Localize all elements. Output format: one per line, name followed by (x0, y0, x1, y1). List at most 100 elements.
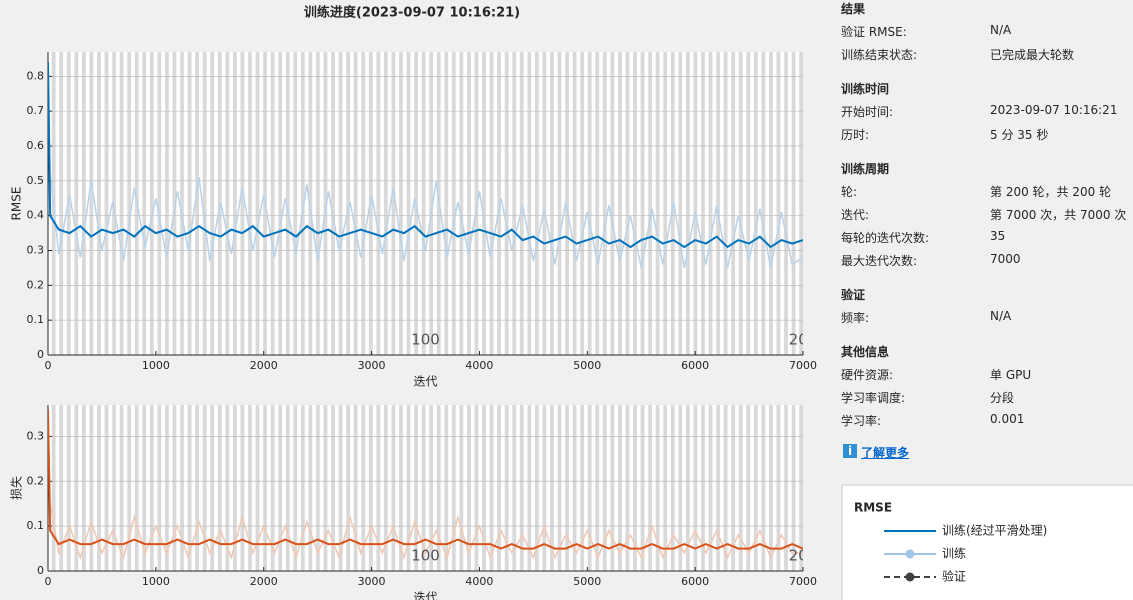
info-label: 验证 RMSE: (841, 25, 907, 39)
x-tick-label: 4000 (465, 359, 493, 372)
epoch-stripe (746, 405, 751, 571)
epoch-stripe (165, 405, 169, 571)
series-line (48, 422, 803, 560)
epoch-stripe (172, 52, 177, 355)
epoch-stripe (119, 405, 124, 571)
info-value: 7000 (990, 252, 1021, 266)
epoch-stripe (602, 52, 607, 355)
epoch-stripe (376, 52, 381, 355)
epoch-stripe (59, 52, 64, 355)
epoch-stripe (731, 405, 736, 571)
epoch-stripe (112, 405, 116, 571)
epoch-stripe (489, 52, 494, 355)
lines: 100 200 (48, 409, 803, 565)
info-value: 第 7000 次，共 7000 次 (990, 208, 1127, 222)
epoch-stripe (580, 52, 585, 355)
epoch-stripe (149, 52, 154, 355)
epoch-stripe (451, 52, 456, 355)
epoch-stripe (467, 52, 471, 355)
epoch-stripe (119, 52, 124, 355)
y-tick-label: 0.4 (27, 209, 45, 222)
epoch-stripe (693, 405, 698, 571)
epoch-stripe (489, 405, 494, 571)
epoch-stripe (587, 52, 592, 355)
epoch-stripe (602, 405, 607, 571)
y-tick-label: 0.2 (27, 474, 45, 487)
lines: 100 200 (48, 62, 803, 349)
info-label: 轮: (841, 185, 858, 199)
epoch-stripe (497, 52, 501, 355)
epoch-stripe (270, 52, 275, 355)
y-tick-label: 0 (37, 348, 44, 361)
epoch-stripe (444, 405, 449, 571)
epoch-stripe (595, 52, 600, 355)
epoch-stripe (436, 405, 441, 571)
epoch-stripe (361, 405, 366, 571)
epoch-stripe (534, 52, 539, 355)
epoch-stripe (482, 405, 486, 571)
epoch-stripe (391, 405, 396, 571)
epoch-stripe (746, 52, 751, 355)
epoch-stripe (527, 52, 532, 355)
info-value: 2023-09-07 10:16:21 (990, 103, 1118, 117)
y-tick-label: 0.2 (27, 278, 45, 291)
info-label: 硬件资源: (841, 368, 894, 382)
epoch-stripe (565, 52, 569, 355)
epoch-stripe (753, 52, 758, 355)
info-label: 频率: (841, 311, 870, 325)
epoch-stripe (278, 405, 283, 571)
epoch-stripe (640, 52, 645, 355)
epoch-stripe (346, 405, 350, 571)
epoch-stripe (776, 405, 781, 571)
epoch-stripe (338, 52, 343, 355)
epoch-stripe (799, 52, 803, 355)
epoch-stripe (610, 52, 615, 355)
x-tick-label: 4000 (465, 575, 493, 588)
epoch-stripe (640, 405, 645, 571)
x-tick-label: 3000 (358, 359, 386, 372)
legend-title: RMSE (854, 501, 892, 515)
info-value: 5 分 35 秒 (990, 128, 1049, 142)
epoch-stripe (97, 405, 101, 571)
epoch-stripe (89, 52, 94, 355)
x-tick-label: 1000 (142, 359, 170, 372)
learn-more-link[interactable]: 了解更多 (861, 446, 910, 460)
epoch-stripe (293, 52, 298, 355)
epoch-stripe (678, 405, 683, 571)
epoch-stripe (610, 405, 615, 571)
y-tick-label: 0.5 (27, 174, 45, 187)
info-value: N/A (990, 309, 1012, 323)
epoch-stripe (187, 405, 192, 571)
series-line (48, 409, 803, 550)
x-tick-label: 0 (45, 359, 52, 372)
epoch-stripe (66, 405, 71, 571)
info-icon: i (843, 444, 857, 458)
x-tick-label: 0 (45, 575, 52, 588)
epoch-stripe (285, 405, 290, 571)
epoch-stripe (459, 52, 464, 355)
epoch-stripe (685, 405, 690, 571)
epoch-stripe (300, 405, 305, 571)
epoch-stripe (519, 405, 524, 571)
epoch-stripe (255, 52, 260, 355)
y-axis-label: 损失 (9, 476, 24, 500)
epoch-stripe (625, 405, 630, 571)
epoch-stripe (406, 405, 411, 571)
epoch-stripe (157, 52, 162, 355)
info-value: 分段 (990, 391, 1015, 405)
epoch-stripe (248, 405, 252, 571)
info-label: 开始时间: (841, 105, 894, 119)
epoch-stripe (655, 52, 660, 355)
x-tick-label: 6000 (681, 575, 709, 588)
epoch-stripe (210, 405, 215, 571)
epoch-stripe (723, 52, 728, 355)
epoch-stripe (519, 52, 524, 355)
epoch-stripe (225, 52, 230, 355)
x-tick-label: 5000 (573, 359, 601, 372)
epoch-stripe (248, 52, 252, 355)
epoch-stripe (399, 405, 403, 571)
section-heading: 训练周期 (841, 162, 890, 176)
epoch-stripe (648, 52, 652, 355)
epoch-stripe (285, 52, 290, 355)
